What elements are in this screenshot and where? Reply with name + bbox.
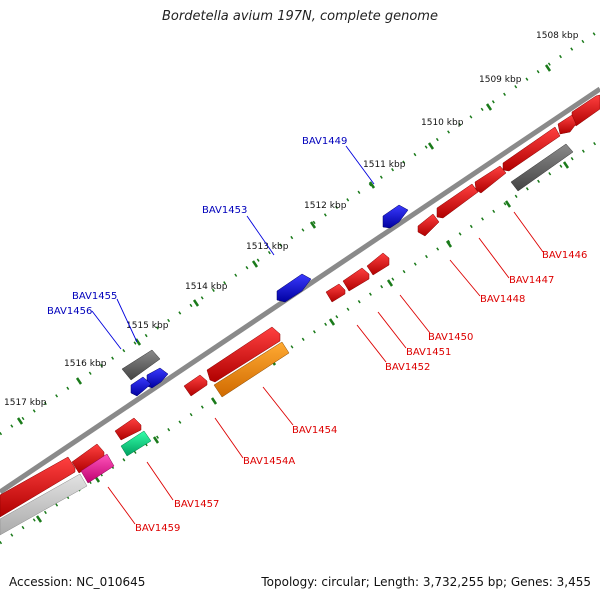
scale-label-1517: 1517 kbp [4,398,47,408]
cds-bav1452[interactable] [366,252,390,276]
gene-label-bav1451[interactable]: BAV1451 [406,347,451,358]
genome-stats: Topology: circular; Length: 3,732,255 bp… [261,575,591,589]
cds-red-mid-c[interactable] [325,283,346,303]
scale-label-1514: 1514 kbp [185,282,228,292]
cds-bav1449[interactable] [382,204,409,229]
scale-label-1510: 1510 kbp [421,118,464,128]
cds-bav1450[interactable] [436,183,479,219]
scale-label-1516: 1516 kbp [64,359,107,369]
cds-unnamed-top[interactable] [557,114,577,135]
gene-label-bav1454a[interactable]: BAV1454A [243,456,295,467]
cds-bav1456[interactable] [130,376,152,397]
label-leader-lines [91,145,544,525]
cds-bav1454[interactable] [206,326,281,383]
feature-grey-left[interactable] [121,349,161,381]
cds-bav1447[interactable] [502,126,561,172]
reverse-strand-features [130,204,409,397]
feature-orange-bav1454[interactable] [213,341,290,398]
cds-bav1457[interactable] [114,417,142,441]
scale-label-1509: 1509 kbp [479,75,522,85]
gene-label-bav1459[interactable]: BAV1459 [135,523,180,534]
scale-label-1508: 1508 kbp [536,31,579,41]
scale-ruler-inner [0,138,600,545]
feature-grey-top[interactable] [510,143,574,192]
cds-bav1448[interactable] [474,165,507,194]
forward-strand-features [0,94,600,518]
cds-red-mid-b[interactable] [342,267,370,292]
cds-bav1453[interactable] [276,273,312,303]
cds-red-far-left[interactable] [0,456,76,518]
gene-label-bav1449[interactable]: BAV1449 [302,136,347,147]
scale-ruler-outer [0,28,600,436]
scale-label-1511: 1511 kbp [363,160,406,170]
feature-magenta-bav1459[interactable] [80,453,115,484]
gene-label-bav1455[interactable]: BAV1455 [72,291,117,302]
gene-label-bav1453[interactable]: BAV1453 [202,205,247,216]
accession-info: Accession: NC_010645 [9,575,146,589]
gene-label-bav1457[interactable]: BAV1457 [174,499,219,510]
inner-major-ticks [35,161,570,523]
scale-major-ticks [16,64,552,425]
scale-label-1515: 1515 kbp [126,321,169,331]
scale-label-1512: 1512 kbp [304,201,347,211]
cds-red-left-a[interactable] [183,374,208,397]
map-title: Bordetella avium 197N, complete genome [162,9,438,24]
gene-label-bav1454[interactable]: BAV1454 [292,425,337,436]
gene-label-bav1450[interactable]: BAV1450 [428,332,473,343]
scale-label-1513: 1513 kbp [246,242,289,252]
gene-label-bav1448[interactable]: BAV1448 [480,294,525,305]
cds-bav1459[interactable] [71,443,105,474]
feature-lightgrey-left[interactable] [0,473,88,536]
gene-label-bav1452[interactable]: BAV1452 [385,362,430,373]
cds-bav1451[interactable] [417,213,440,237]
gene-label-bav1456[interactable]: BAV1456 [47,306,92,317]
feature-teal-bav1457[interactable] [120,430,152,457]
gene-label-bav1446[interactable]: BAV1446 [542,250,587,261]
gene-label-bav1447[interactable]: BAV1447 [509,275,554,286]
